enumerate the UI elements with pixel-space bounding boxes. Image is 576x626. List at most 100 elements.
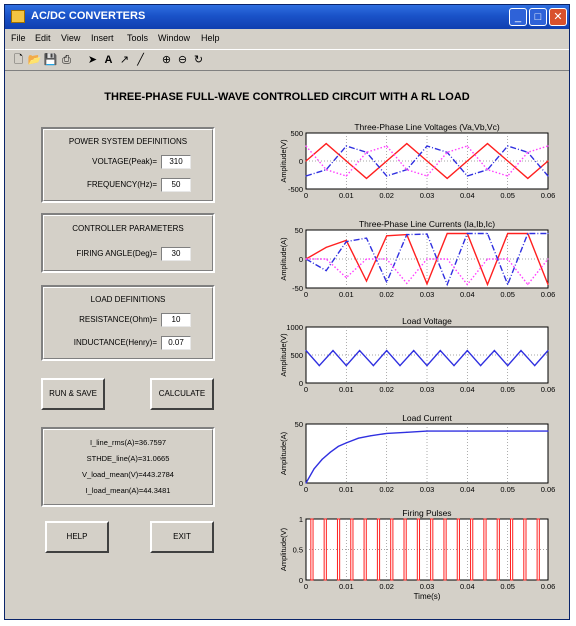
text-icon[interactable]: A — [104, 54, 113, 66]
data-point — [426, 175, 428, 177]
help-button[interactable]: HELP — [45, 521, 109, 553]
chart-0: 0 0.01 0.02 0.03 0.04 0.05 0.06-5000500Three-P… — [279, 122, 555, 200]
x-tick-label: 0.04 — [460, 485, 475, 494]
resistance-input[interactable]: 10 — [161, 313, 191, 327]
firing-angle-input[interactable]: 30 — [161, 247, 191, 261]
data-point — [534, 365, 536, 367]
chart-title: Load Current — [402, 413, 452, 423]
power-system-title: POWER SYSTEM DEFINITIONS — [68, 137, 188, 146]
print-icon[interactable]: ⎙ — [62, 54, 71, 66]
data-point — [486, 283, 489, 286]
close-button[interactable]: ✕ — [549, 8, 567, 26]
x-tick-label: 0.02 — [379, 485, 394, 494]
rotate-icon[interactable]: ↻ — [193, 54, 204, 66]
data-point — [406, 234, 408, 236]
data-point — [305, 482, 307, 484]
menu-insert[interactable]: Insert — [91, 33, 114, 43]
data-point — [386, 432, 388, 435]
result-vload-mean: V_load_mean(V)=443.2784 — [82, 470, 174, 479]
chart-1: 0 0.01 0.02 0.03 0.04 0.05 0.06-50050Three-Pha… — [279, 219, 555, 299]
data-point — [386, 258, 388, 260]
data-point — [345, 175, 347, 177]
y-tick-label: 0 — [299, 479, 303, 488]
x-tick-label: 0.05 — [500, 485, 515, 494]
data-point — [507, 430, 509, 432]
x-tick-label: 0 — [304, 582, 308, 591]
data-point — [466, 349, 468, 352]
open-icon[interactable]: 📂 — [27, 54, 42, 66]
data-point — [426, 160, 428, 162]
x-tick-label: 0.06 — [541, 385, 556, 394]
voltage-input[interactable]: 310 — [161, 155, 191, 169]
y-tick-label: 0 — [299, 576, 303, 585]
menu-tools[interactable]: Tools — [127, 33, 149, 43]
data-point — [466, 283, 468, 286]
menu-edit[interactable]: Edit — [35, 33, 51, 43]
data-point — [406, 431, 408, 433]
exit-button[interactable]: EXIT — [150, 521, 214, 553]
data-point — [507, 160, 509, 162]
x-tick-label: 0.04 — [460, 385, 475, 394]
y-tick-label: 1 — [299, 515, 303, 524]
x-tick-label: 0.01 — [339, 290, 354, 299]
firing-pulse-bar — [496, 518, 500, 581]
data-point — [406, 282, 408, 284]
firing-pulse-bar — [523, 518, 527, 581]
menu-view[interactable]: View — [61, 33, 81, 43]
data-point — [406, 143, 408, 145]
menu-file[interactable]: File — [11, 33, 26, 43]
zoom-in-icon[interactable]: ⊕ — [161, 54, 172, 66]
zoom-out-icon[interactable]: ⊖ — [177, 54, 188, 66]
controller-panel: CONTROLLER PARAMETERS FIRING ANGLE(Deg)=… — [41, 213, 215, 273]
maximize-button[interactable]: □ — [529, 8, 547, 26]
result-line-rms: I_line_rms(A)=36.7597 — [89, 438, 167, 447]
data-point — [527, 283, 529, 286]
results-panel: I_line_rms(A)=36.7597 STHDE_line(A)=31.0… — [41, 427, 215, 507]
x-tick-label: 0 — [304, 385, 308, 394]
data-point — [486, 258, 489, 260]
data-point — [345, 239, 347, 242]
new-icon[interactable]: 🗋 — [14, 54, 23, 66]
firing-angle-label: FIRING ANGLE(Deg)= — [76, 249, 157, 258]
data-point — [365, 237, 368, 239]
menu-help[interactable]: Help — [201, 33, 220, 43]
data-point — [386, 145, 388, 147]
data-point — [305, 160, 307, 162]
firing-pulse-bar — [350, 518, 354, 581]
firing-pulse-bar — [456, 518, 460, 581]
data-point — [345, 145, 347, 147]
data-point — [547, 175, 549, 177]
inductance-input[interactable]: 0.07 — [161, 336, 191, 350]
data-point — [372, 365, 374, 367]
result-iload-mean: I_load_mean(A)=44.3481 — [85, 486, 171, 495]
x-tick-label: 0.05 — [500, 385, 515, 394]
x-tick-label: 0.05 — [500, 290, 515, 299]
run-save-button[interactable]: RUN & SAVE — [41, 378, 105, 410]
save-icon[interactable]: 💾 — [43, 54, 58, 66]
minimize-button[interactable]: _ — [509, 8, 527, 26]
data-point — [547, 145, 549, 147]
data-point — [527, 232, 529, 235]
x-tick-label: 0.03 — [420, 191, 435, 200]
select-arrow-icon[interactable]: ➤ — [87, 54, 98, 66]
arrow-icon[interactable]: ↗ — [119, 54, 130, 66]
firing-pulse-bar — [390, 518, 394, 581]
window-title: AC/DC CONVERTERS — [31, 10, 146, 22]
load-panel: LOAD DEFINITIONS RESISTANCE(Ohm)= 10 IND… — [41, 285, 215, 361]
data-point — [527, 177, 529, 179]
chart-2: 0 0.01 0.02 0.03 0.04 0.05 0.06 0 500 1000 Load Vo… — [279, 316, 555, 394]
line-icon[interactable]: ╱ — [137, 54, 144, 66]
firing-pulse-bar — [470, 518, 474, 581]
chart-title: Firing Pulses — [402, 508, 451, 518]
menu-bar: File Edit View Insert Tools Window Help — [5, 32, 569, 48]
data-point — [365, 280, 368, 282]
calculate-button[interactable]: CALCULATE — [150, 378, 214, 410]
x-tick-label: 0.03 — [420, 485, 435, 494]
data-point — [365, 151, 368, 153]
x-tick-label: 0.04 — [460, 290, 475, 299]
menu-window[interactable]: Window — [158, 33, 191, 43]
firing-pulse-bar — [430, 518, 434, 581]
frequency-input[interactable]: 50 — [161, 178, 191, 192]
data-point — [507, 365, 509, 367]
data-point — [466, 232, 468, 235]
